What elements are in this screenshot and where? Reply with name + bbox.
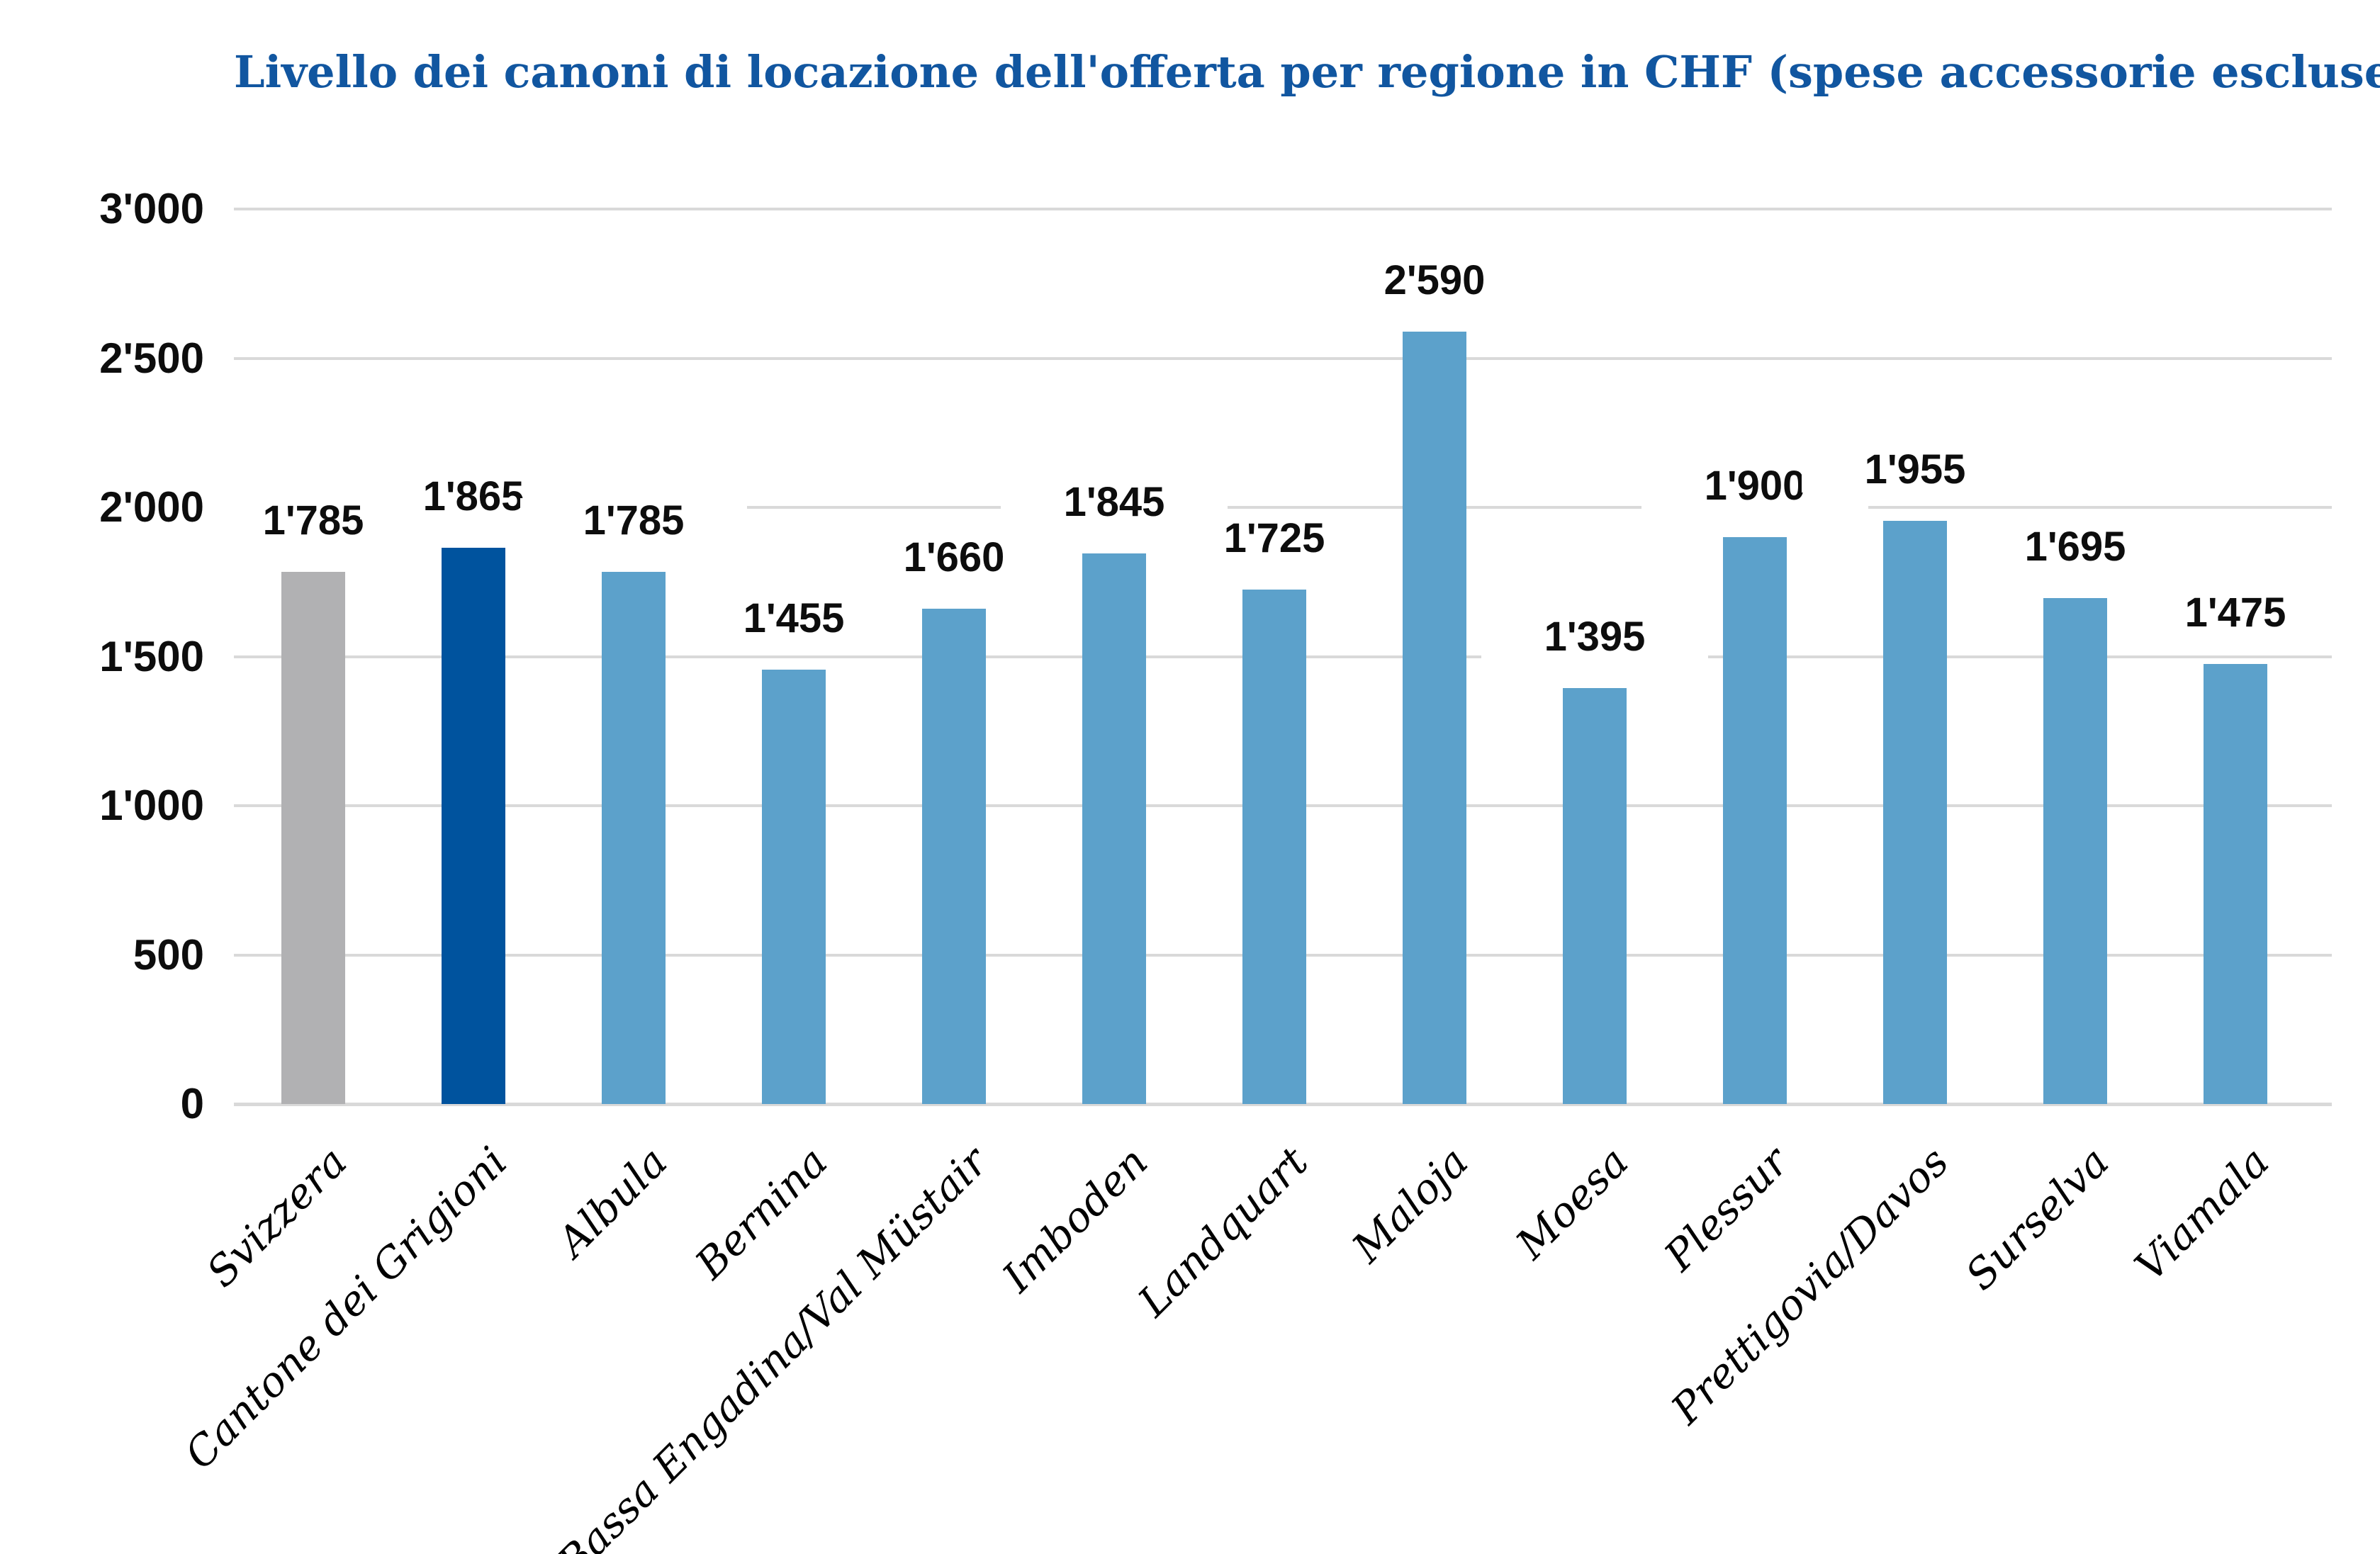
gridline-2000 — [234, 506, 2332, 509]
bar-Surselva — [2043, 598, 2107, 1104]
bar-Bassa Engadina/Val Müstair — [922, 609, 986, 1104]
value-label-Moesa: 1'395 — [1481, 614, 1708, 660]
gridline-0 — [234, 1103, 2332, 1106]
value-label-Bassa Engadina/Val Müstair: 1'660 — [841, 535, 1067, 580]
value-label-Bernina: 1'455 — [680, 596, 907, 641]
value-label-Surselva: 1'695 — [1962, 524, 2189, 570]
bar-Bernina — [762, 670, 826, 1104]
bar-Moesa — [1563, 688, 1627, 1104]
y-axis-tick-label: 3'000 — [99, 185, 204, 232]
value-label-Cantone dei Grigioni: 1'865 — [360, 474, 587, 519]
bar-Cantone dei Grigioni — [442, 548, 505, 1104]
y-axis-tick-label: 1'000 — [99, 782, 204, 829]
value-label-Albula: 1'785 — [520, 498, 747, 544]
y-axis-tick-label: 2'000 — [99, 483, 204, 531]
bar-Imboden — [1082, 553, 1146, 1104]
gridline-3000 — [234, 208, 2332, 210]
bar-Maloja — [1403, 332, 1466, 1104]
chart-title: Livello dei canoni di locazione dell'off… — [234, 46, 2380, 98]
bar-Svizzera — [281, 572, 345, 1104]
y-axis-tick-label: 0 — [180, 1080, 204, 1127]
y-axis-tick-label: 2'500 — [99, 334, 204, 382]
gridline-2500 — [234, 356, 2332, 360]
bar-Landquart — [1242, 590, 1306, 1104]
bar-Prettigovia/Davos — [1883, 521, 1947, 1104]
bar-Plessur — [1723, 537, 1787, 1104]
value-label-Landquart: 1'725 — [1161, 516, 1388, 561]
bar-Viamala — [2204, 664, 2267, 1104]
value-label-Maloja: 2'590 — [1321, 258, 1548, 303]
bar-Albula — [602, 572, 666, 1104]
value-label-Viamala: 1'475 — [2122, 590, 2349, 636]
y-axis-tick-label: 500 — [133, 930, 204, 979]
y-axis-tick-label: 1'500 — [99, 632, 204, 680]
value-label-Prettigovia/Davos: 1'955 — [1802, 447, 2028, 492]
plot-area: 1'785 1'865 1'785 1'455 1'660 1'845 1'725 2'590… — [200, 208, 2349, 1106]
